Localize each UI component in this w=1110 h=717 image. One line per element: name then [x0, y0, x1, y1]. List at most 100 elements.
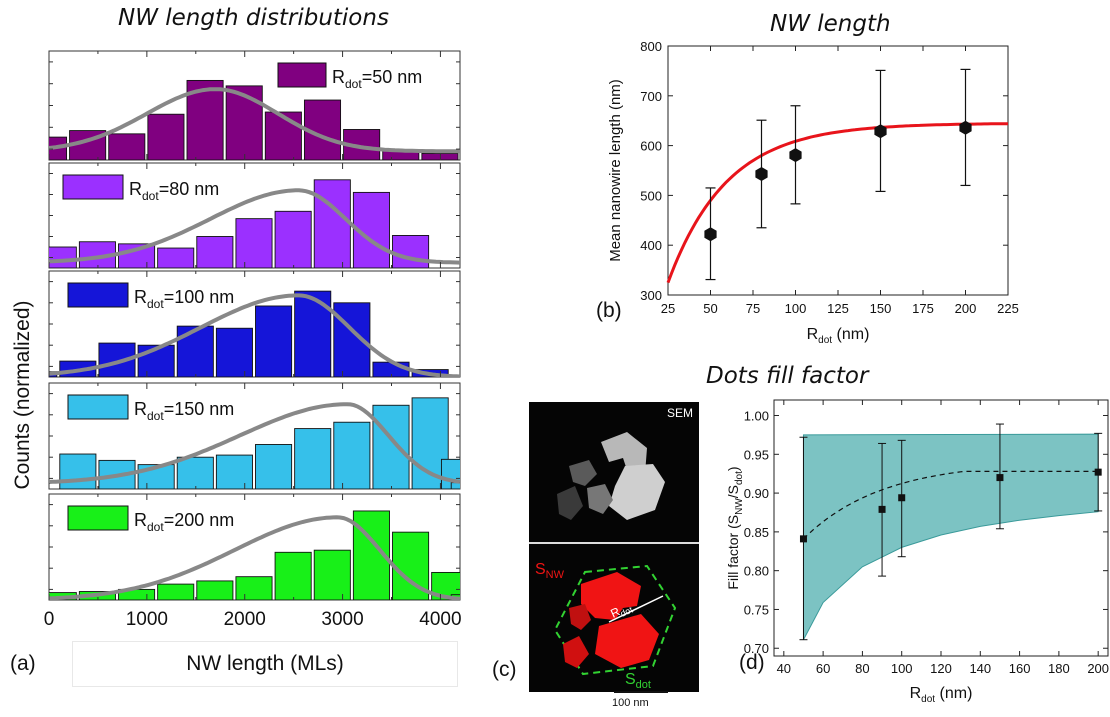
legend-label: Rdot=80 nm: [129, 179, 219, 203]
legend-label: Rdot=150 nm: [134, 399, 234, 423]
hist-xtick-label: 1000: [126, 609, 168, 630]
hist-bar: [176, 325, 214, 377]
hist-bar: [108, 133, 146, 160]
hist-xtick-label: 0: [44, 609, 55, 630]
scale-bar-label: 100 nm: [612, 697, 649, 709]
hist-bar: [313, 179, 351, 268]
len-ylabel: Mean nanowire length (nm): [607, 79, 624, 262]
fill-factor-chart: 40 60 80 100 120 140 160 180 200 0.70 0.75 0.80 0.85…: [725, 399, 1109, 705]
hist-panel-5: Rdot=200 nm: [48, 493, 461, 601]
ff-ylabel-mid: /S: [725, 485, 741, 498]
len-data-point: [789, 148, 802, 163]
ff-ylabel: Fill factor (SNW/Sdot): [725, 466, 745, 589]
legend-label-main: R: [129, 179, 142, 199]
legend-label-suffix: =200 nm: [164, 510, 235, 530]
len-xtick-label: 225: [997, 301, 1019, 316]
panel-label-a: (a): [10, 652, 36, 675]
ff-ylabel-sub2: dot: [734, 471, 745, 485]
hist-bar: [255, 444, 293, 489]
hist-bars: [49, 290, 460, 377]
hist-panel-3: Rdot=100 nm: [48, 270, 461, 378]
hist-bars: [49, 179, 460, 268]
nw-length-chart: 25 50 75 100 125 150 175 200 225 300 400 500 600 700 8…: [607, 39, 1019, 346]
hist-ylabel: Counts (normalized): [11, 300, 34, 490]
hist-bar: [49, 246, 77, 268]
hist-bar: [225, 85, 263, 160]
ff-ytick-label: 0.75: [744, 602, 769, 617]
legend-label: Rdot=100 nm: [134, 287, 234, 311]
hist-bar: [294, 428, 332, 489]
hist-bar: [372, 404, 410, 489]
hist-xtick-label: 4000: [419, 609, 461, 630]
sem-divider: [529, 542, 699, 544]
ff-xlabel-main: R: [910, 685, 922, 702]
s-nw-label: SNW: [535, 561, 565, 581]
hist-bar: [59, 453, 97, 489]
legend-label-main: R: [332, 67, 345, 87]
len-xtick-label: 150: [870, 301, 892, 316]
fill-title: Dots fill factor: [706, 363, 869, 389]
hist-fit-curve: [49, 87, 460, 154]
hist-fit-curve: [49, 515, 460, 600]
ff-ytick-label: 0.85: [744, 525, 769, 540]
panel-label-d: (d): [739, 651, 765, 674]
legend-label: Rdot=200 nm: [134, 510, 234, 534]
panel-label-c: (c): [492, 658, 517, 681]
ff-xtick-label: 180: [1048, 661, 1070, 676]
legend-swatch: [67, 505, 129, 531]
legend-swatch: [277, 62, 327, 88]
sem-micrograph: SEM: [529, 402, 699, 542]
ff-data-point: [799, 535, 807, 543]
len-xtick-label: 25: [661, 301, 675, 316]
hist-bar: [176, 456, 214, 489]
ff-xtick-label: 40: [777, 661, 791, 676]
len-data-point: [755, 167, 768, 181]
hist-bar: [274, 551, 312, 600]
len-ytick-label: 600: [640, 139, 662, 154]
ff-data-point: [1094, 468, 1102, 476]
len-ytick-label: 400: [640, 238, 662, 253]
ff-xlabel: Rdot (nm): [910, 685, 973, 705]
len-data-point: [959, 120, 972, 135]
ff-xtick-label: 120: [930, 661, 952, 676]
ff-xtick-label: 160: [1009, 661, 1031, 676]
legend-label-sub: dot: [142, 189, 159, 203]
ff-ytick-label: 0.70: [744, 641, 769, 656]
hist-xtick-label: 2000: [224, 609, 266, 630]
hist-bar: [392, 234, 430, 268]
ff-ylabel-sub1: NW: [734, 498, 745, 515]
legend-label-sub: dot: [147, 297, 164, 311]
ff-data-point: [996, 474, 1004, 482]
len-xtick-label: 175: [912, 301, 934, 316]
legend-label-suffix: =150 nm: [164, 399, 235, 419]
legend-label-sub: dot: [345, 77, 362, 91]
len-xlabel-sub: dot: [818, 335, 832, 346]
hist-bar: [333, 421, 371, 489]
len-data-point: [704, 227, 717, 242]
legend-label-main: R: [134, 287, 147, 307]
ff-xtick-label: 80: [855, 661, 869, 676]
len-xlabel: Rdot (nm): [807, 326, 870, 346]
hist-bars: [49, 510, 460, 600]
legend-label-sub: dot: [147, 520, 164, 534]
len-xtick-label: 50: [703, 301, 717, 316]
legend-swatch: [67, 394, 129, 420]
len-ytick-label: 700: [640, 89, 662, 104]
hist-bar: [157, 583, 195, 600]
len-xlabel-suffix: (nm): [832, 326, 869, 343]
legend-label-main: R: [134, 399, 147, 419]
hist-bar: [274, 210, 312, 268]
len-fit-curve: [666, 122, 1008, 284]
len-data-point: [874, 124, 887, 139]
hist-bar: [255, 305, 293, 377]
ff-xtick-label: 200: [1087, 661, 1109, 676]
hist-bar: [235, 576, 273, 600]
ff-xlabel-suffix: (nm): [935, 685, 972, 702]
len-xtick-label: 100: [785, 301, 807, 316]
legend-label-suffix: =80 nm: [159, 179, 220, 199]
hist-bar: [215, 454, 253, 489]
len-xtick-label: 200: [955, 301, 977, 316]
legend-swatch: [62, 174, 124, 200]
length-title: NW length: [770, 11, 891, 37]
